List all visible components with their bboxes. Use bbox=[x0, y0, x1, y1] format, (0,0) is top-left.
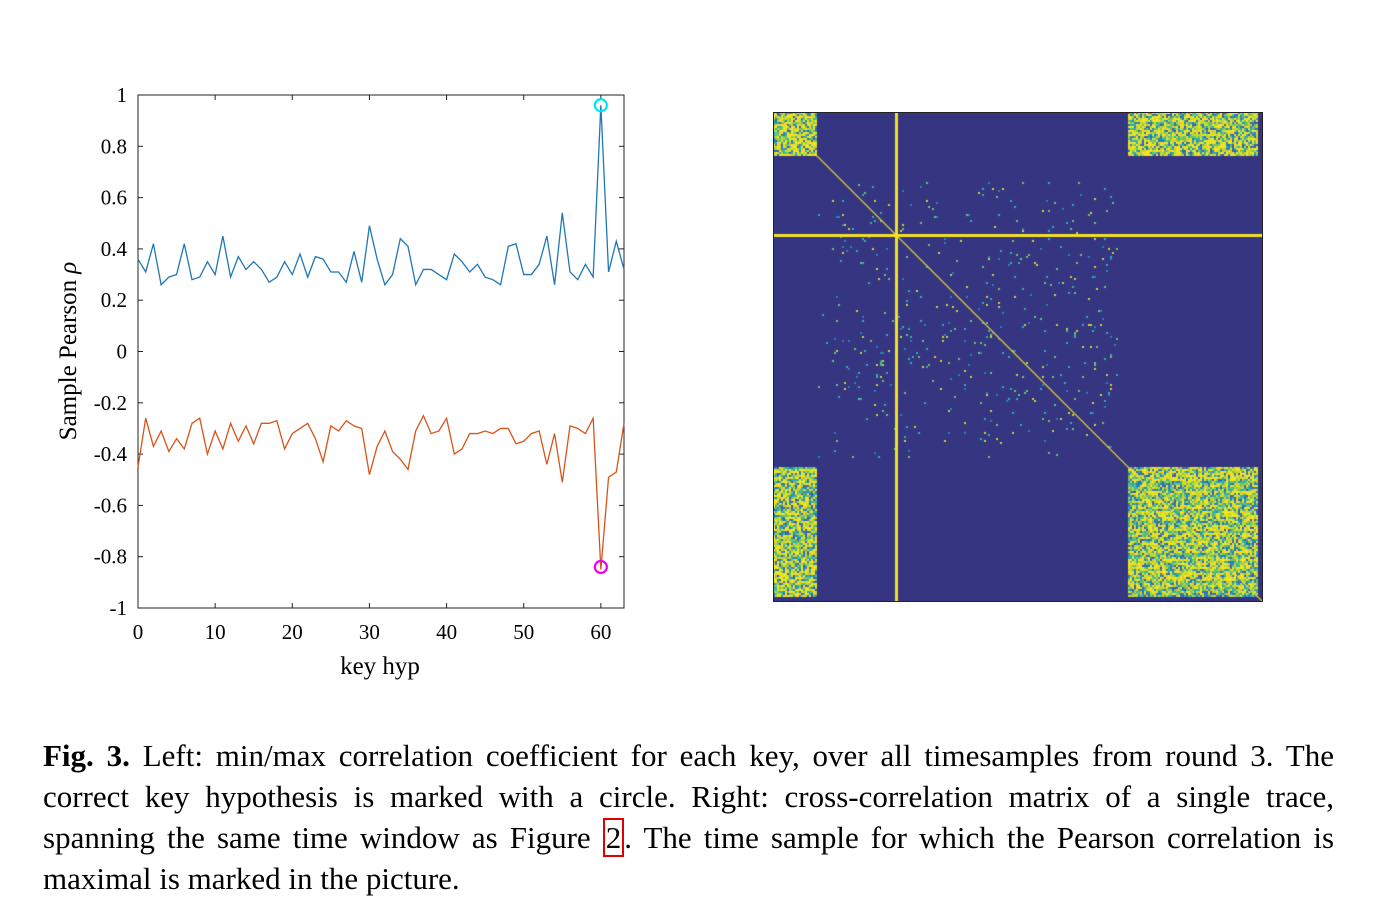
plot-box bbox=[137, 94, 625, 609]
caption-label: Fig. 3. bbox=[43, 738, 130, 773]
correlation-line-chart: 0 10 20 30 40 50 60 1 0.8 0.6 0.4 0.2 0 -0.2 -0.4 -0.6 -… bbox=[55, 83, 625, 680]
y-tick-label: 0 bbox=[117, 340, 128, 364]
y-tick-label: 0.6 bbox=[101, 186, 127, 210]
figure-caption: Fig. 3. Left: min/max correlation coeffi… bbox=[43, 735, 1334, 899]
data-series bbox=[137, 105, 625, 570]
x-tick-label: 50 bbox=[513, 620, 534, 644]
y-tick-label: -1 bbox=[110, 596, 128, 620]
tick-marks bbox=[137, 94, 624, 609]
cross-correlation-matrix bbox=[773, 112, 1263, 602]
caption-text: Left: min/max correlation coefficient fo… bbox=[43, 738, 1334, 855]
min-key-marker bbox=[593, 559, 608, 575]
x-tick-label: 10 bbox=[205, 620, 226, 644]
x-tick-label: 20 bbox=[282, 620, 303, 644]
heatmap-canvas bbox=[773, 112, 1263, 602]
x-tick-label: 0 bbox=[133, 620, 144, 644]
caption-text-end: . The time sample for which the Pearson … bbox=[43, 820, 1335, 896]
y-tick-label: 1 bbox=[117, 83, 128, 107]
x-tick-label: 30 bbox=[359, 620, 380, 644]
min-correlation-line bbox=[137, 414, 625, 570]
key-markers bbox=[593, 98, 608, 575]
y-tick-label: -0.8 bbox=[94, 545, 127, 569]
max-key-marker bbox=[593, 98, 608, 113]
y-axis-label: Sample Pearson ρ bbox=[55, 262, 82, 441]
x-tick-label: 40 bbox=[436, 620, 457, 644]
y-tick-label: -0.2 bbox=[94, 391, 127, 415]
y-tick-label: 0.8 bbox=[101, 134, 127, 158]
y-tick-label: 0.4 bbox=[101, 237, 128, 261]
tick-labels: 0 10 20 30 40 50 60 1 0.8 0.6 0.4 0.2 0 -0.2 -0.4 -0.6 -… bbox=[94, 83, 612, 644]
y-tick-label: -0.4 bbox=[94, 442, 128, 466]
figure-reference-link[interactable]: 2 bbox=[602, 818, 625, 857]
y-tick-label: -0.6 bbox=[94, 493, 127, 517]
y-tick-label: 0.2 bbox=[101, 288, 127, 312]
max-correlation-line bbox=[137, 105, 625, 287]
x-axis-label: key hyp bbox=[340, 653, 420, 680]
plot-axes bbox=[137, 94, 625, 609]
x-tick-label: 60 bbox=[590, 620, 611, 644]
